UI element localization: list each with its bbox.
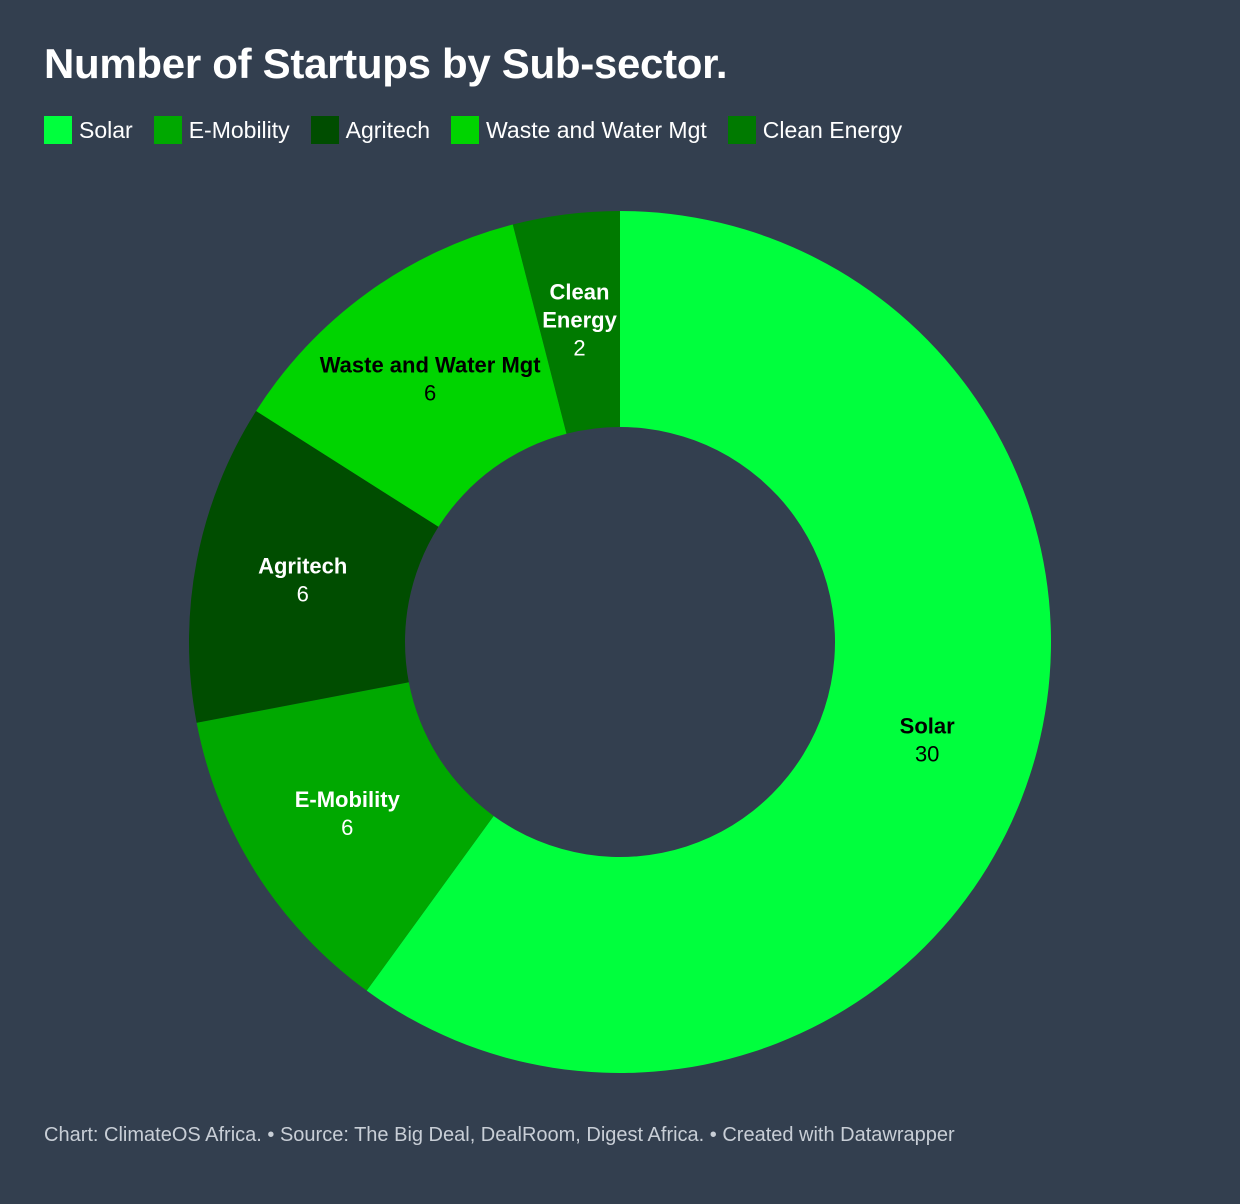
legend-item-e-mobility: E-Mobility — [153, 116, 290, 144]
legend-swatch-e-mobility — [153, 116, 182, 144]
legend-label-e-mobility: E-Mobility — [188, 116, 290, 143]
legend-item-clean-energy: Clean Energy — [727, 116, 903, 144]
slice-name-e-mobility: E-Mobility — [295, 787, 401, 812]
legend-label-clean-energy: Clean Energy — [762, 116, 903, 143]
legend-swatch-clean-energy — [727, 116, 756, 144]
legend-item-solar: Solar — [44, 116, 133, 144]
slice-label-clean-energy: Clean Energy 2 — [542, 279, 617, 360]
legend-swatch-waste-water — [451, 116, 480, 144]
legend-swatch-solar — [44, 116, 72, 144]
donut-slices — [189, 211, 1051, 1073]
legend-item-waste-water: Waste and Water Mgt — [451, 116, 707, 144]
slice-label-e-mobility: E-Mobility 6 — [295, 787, 401, 840]
slice-name-solar: Solar — [900, 714, 955, 739]
chart-footer: Chart: ClimateOS Africa. • Source: The B… — [44, 1124, 955, 1146]
slice-value-e-mobility: 6 — [341, 815, 353, 840]
legend-swatch-agritech — [310, 116, 339, 144]
slice-clean-energy — [512, 211, 620, 434]
legend: Solar E-Mobility Agritech Waste and Wate… — [44, 116, 923, 144]
legend-label-agritech: Agritech — [345, 116, 431, 143]
slice-label-waste-and-water-mgt: Waste and Water Mgt 6 — [320, 353, 542, 406]
slice-name-agritech: Agritech — [258, 553, 347, 578]
slice-e-mobility — [196, 682, 494, 991]
chart-title: Number of Startups by Sub-sector. — [44, 40, 728, 87]
slice-agritech — [189, 411, 439, 723]
legend-item-agritech: Agritech — [310, 116, 431, 144]
slice-value-agritech: 6 — [297, 581, 309, 606]
legend-label-solar: Solar — [79, 116, 133, 143]
slice-name-waste-and-water-mgt: Waste and Water Mgt — [320, 353, 542, 378]
slice-label-solar: Solar 30 — [900, 714, 955, 767]
slice-value-clean-energy: 2 — [573, 335, 585, 360]
slice-waste-and-water-mgt — [256, 224, 567, 527]
slice-value-waste-and-water-mgt: 6 — [424, 381, 436, 406]
slice-value-solar: 30 — [915, 742, 939, 767]
slice-name-clean-energy: Energy — [542, 307, 617, 332]
slice-name-clean-energy: Clean — [550, 279, 610, 304]
slice-solar — [366, 211, 1051, 1073]
legend-label-waste-water: Waste and Water Mgt — [486, 116, 707, 143]
slice-label-agritech: Agritech 6 — [258, 553, 347, 606]
